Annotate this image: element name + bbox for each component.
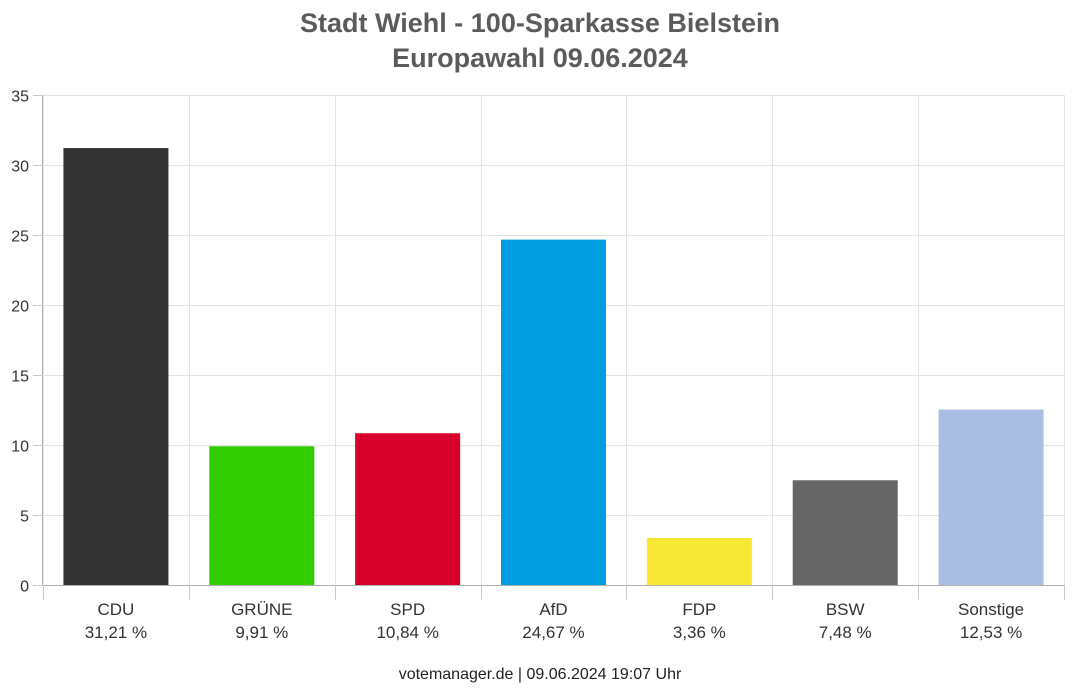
- y-tick-label: 0: [20, 579, 29, 596]
- bar-bsw: [792, 480, 898, 585]
- x-value-label: 3,36 %: [673, 623, 726, 642]
- chart-title-block: Stadt Wiehl - 100-Sparkasse Bielstein Eu…: [0, 6, 1080, 76]
- x-value-label: 9,91 %: [235, 623, 288, 642]
- x-category-label: CDU: [98, 600, 135, 619]
- x-value-label: 12,53 %: [960, 623, 1022, 642]
- bar-fdp: [646, 537, 752, 585]
- y-tick-label: 25: [11, 229, 29, 246]
- x-category-label: GRÜNE: [231, 600, 292, 619]
- axes: [33, 95, 1065, 600]
- bar-grüne: [209, 446, 315, 585]
- x-value-label: 31,21 %: [85, 623, 147, 642]
- y-tick-label: 30: [11, 159, 29, 176]
- bar-afd: [501, 239, 606, 585]
- y-tick-label: 5: [20, 509, 29, 526]
- bar-spd: [355, 433, 461, 585]
- y-tick-label: 20: [11, 299, 29, 316]
- x-category-label: SPD: [390, 600, 425, 619]
- x-value-label: 24,67 %: [522, 623, 584, 642]
- x-value-label: 10,84 %: [376, 623, 438, 642]
- grid-lines: [43, 95, 1065, 585]
- source-text: votemanager.de | 09.06.2024 19:07 Uhr: [398, 666, 682, 683]
- x-value-label: 7,48 %: [819, 623, 872, 642]
- x-category-label: Sonstige: [958, 600, 1024, 619]
- y-tick-label: 35: [11, 89, 29, 106]
- bar-cdu: [63, 148, 169, 585]
- bars: [63, 148, 1044, 585]
- x-category-label: FDP: [682, 600, 716, 619]
- labels: 0 5 10 15 20 25 30 35 CDU 31,21 % GRÜNE 9,91 % SPD 10…: [11, 89, 1024, 643]
- source-footer: votemanager.de | 09.06.2024 19:07 Uhr: [0, 666, 1080, 684]
- chart-title: Stadt Wiehl - 100-Sparkasse Bielstein: [300, 8, 780, 38]
- x-category-label: AfD: [539, 600, 567, 619]
- chart-subtitle: Europawahl 09.06.2024: [392, 43, 688, 73]
- y-tick-label: 15: [11, 369, 29, 386]
- bar-sonstige: [938, 409, 1044, 585]
- y-tick-label: 10: [11, 439, 29, 456]
- x-category-label: BSW: [826, 600, 865, 619]
